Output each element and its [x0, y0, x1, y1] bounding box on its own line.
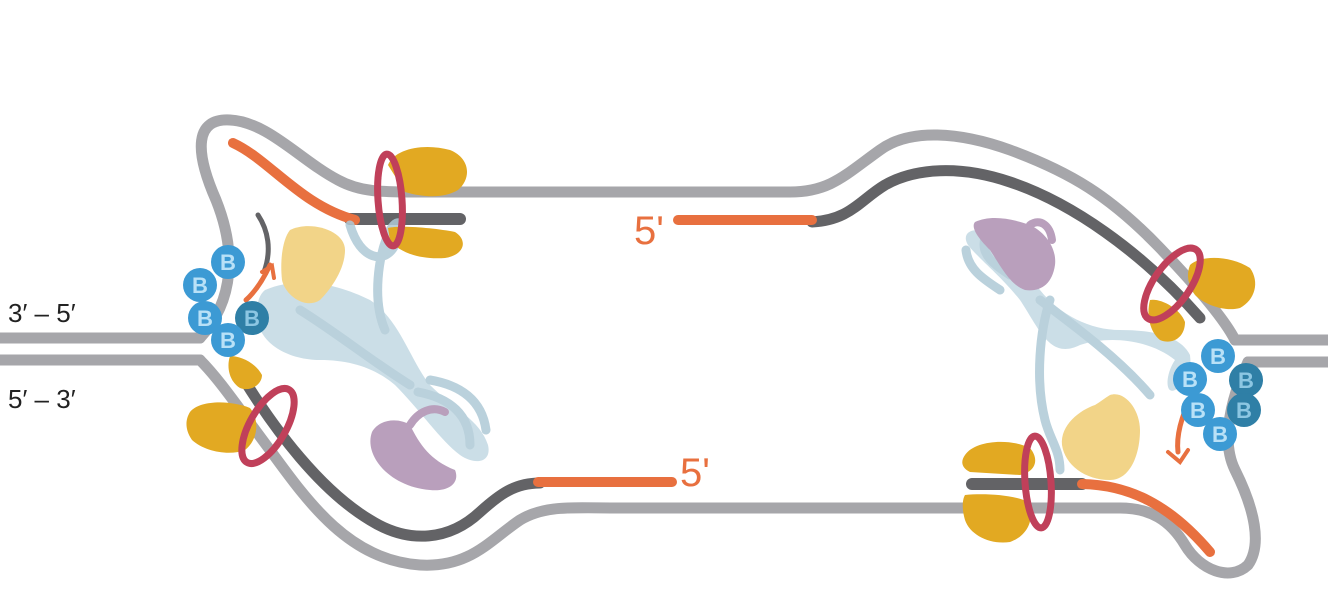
ssb-cluster-left: B B B B B [183, 245, 269, 357]
helicase-ring-top-right [1140, 244, 1204, 324]
helicase-ring-bottom-left [238, 385, 298, 467]
svg-text:B: B [244, 306, 260, 331]
svg-text:B: B [220, 328, 236, 353]
clamp-arm-right [1035, 295, 1065, 475]
purple-subunit-left [370, 420, 457, 491]
svg-text:B: B [1238, 368, 1254, 393]
polymerase-top-right [1148, 257, 1256, 342]
svg-text:B: B [1212, 422, 1228, 447]
clamp-arm-left-2 [295, 305, 415, 390]
clamp-fingers-left [413, 375, 491, 450]
label-top-strand: 3′ – 5′ [8, 298, 76, 328]
parental-strand-bubble-bottom [194, 354, 1261, 579]
clamp-arm-right-2 [1035, 295, 1155, 400]
replisome-complex-right [961, 218, 1191, 480]
polymerases [186, 146, 1256, 543]
svg-text:B: B [1182, 367, 1198, 392]
svg-text:B: B [1190, 398, 1206, 423]
svg-text:B: B [1210, 344, 1226, 369]
primer-top-left [228, 138, 360, 225]
helicase-ring-bottom-right [1021, 432, 1055, 532]
ssb-bead: B [235, 301, 269, 335]
ssb-bead: B [1201, 339, 1235, 373]
clamp-loader-left [257, 282, 489, 462]
new-strand-lagging-top [255, 212, 271, 275]
new-dna [237, 165, 1206, 542]
primer-arrow-bottom [1166, 448, 1190, 465]
ssb-bead: B [211, 323, 245, 357]
label-bottom-strand: 5′ – 3′ [8, 384, 76, 414]
polymerase-bottom-right [962, 441, 1036, 543]
purple-arm-left [406, 405, 449, 429]
ssb-cluster-right: B B B B B B [1173, 339, 1263, 451]
polymerase-pale-right [1061, 394, 1140, 480]
ssb-bead: B [1203, 417, 1237, 451]
replisome-complex-left [257, 218, 491, 491]
label-five-prime-bottom: 5' [680, 451, 710, 495]
svg-text:B: B [192, 273, 208, 298]
polymerase-pale-left [281, 226, 345, 304]
purple-arm-right [1026, 218, 1056, 244]
ssb-bead: B [211, 245, 245, 279]
new-strand-bottom-left [237, 372, 546, 542]
new-strand-top-right [806, 165, 1206, 324]
svg-text:B: B [1236, 398, 1252, 423]
label-five-prime-top: 5' [634, 209, 664, 253]
ssb-bead: B [183, 268, 217, 302]
helicase-ring-top-left [374, 150, 406, 250]
primer-arrow-top [260, 262, 276, 280]
svg-text:B: B [220, 250, 236, 275]
parental-strand-bubble-top [194, 114, 1241, 346]
purple-subunit-right [973, 218, 1056, 291]
ssb-bead: B [1173, 362, 1207, 396]
ssb-bead: B [1181, 393, 1215, 427]
rna-primers [228, 138, 1215, 557]
primer-bottom-right [1077, 479, 1215, 557]
ssb-bead: B [1227, 393, 1261, 427]
polymerase-bottom-left [186, 356, 262, 453]
helicase-rings [238, 150, 1204, 532]
polymerase-top-left [388, 146, 468, 259]
ssb-bead: B [1229, 363, 1263, 397]
parental-dna [0, 114, 1328, 579]
svg-text:B: B [197, 306, 213, 331]
ssb-bead: B [188, 301, 222, 335]
